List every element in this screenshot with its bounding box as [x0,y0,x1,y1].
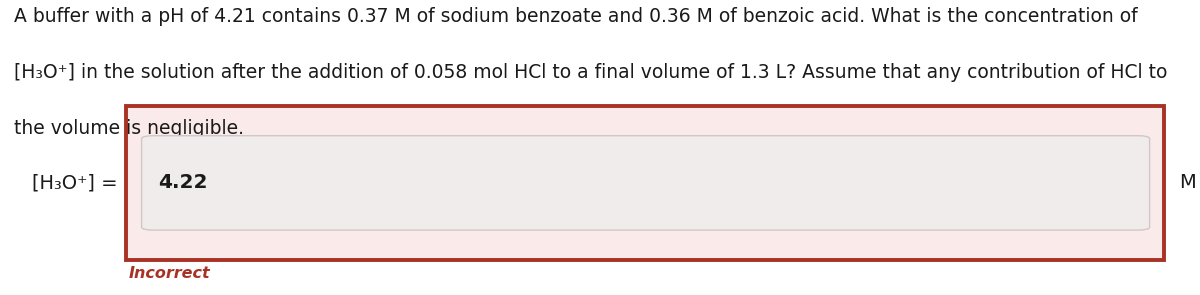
Text: M: M [1180,173,1196,192]
Text: [H₃O⁺] =: [H₃O⁺] = [32,173,118,192]
Text: [H₃O⁺] in the solution after the addition of 0.058 mol HCl to a final volume of : [H₃O⁺] in the solution after the additio… [14,63,1168,82]
Text: the volume is negligible.: the volume is negligible. [14,119,245,138]
FancyBboxPatch shape [126,106,1164,260]
Text: A buffer with a pH of 4.21 contains 0.37 M of sodium benzoate and 0.36 M of benz: A buffer with a pH of 4.21 contains 0.37… [14,7,1138,26]
FancyBboxPatch shape [142,136,1150,230]
Text: Incorrect: Incorrect [128,266,210,281]
Text: 4.22: 4.22 [158,173,208,192]
